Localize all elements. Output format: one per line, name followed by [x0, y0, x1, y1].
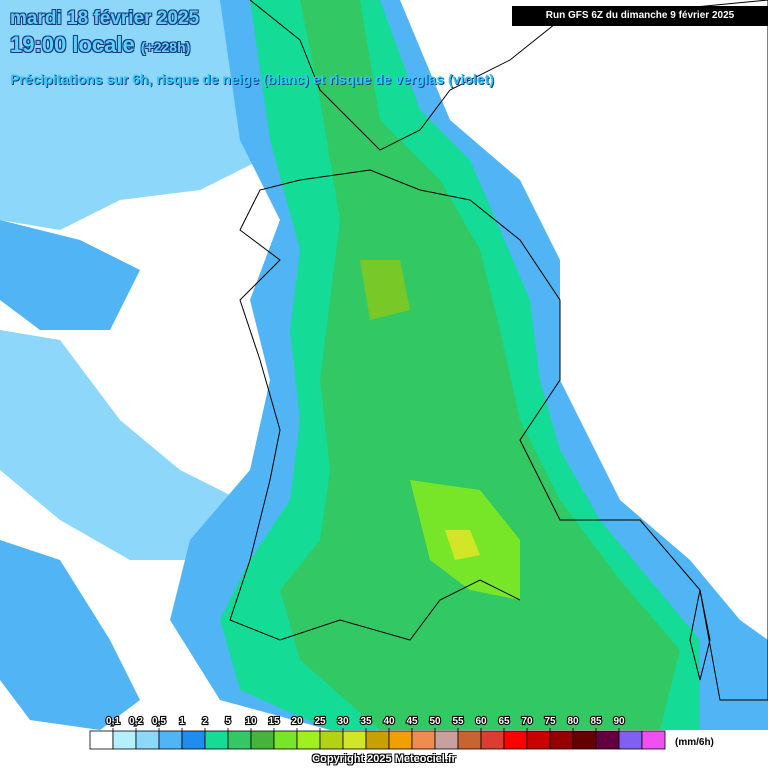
precip-area	[0, 0, 260, 230]
copyright: Copyright 2025 Meteociel.fr	[312, 753, 456, 765]
coastline	[689, 589, 711, 681]
local-time: 19:00 locale	[10, 32, 135, 57]
precip-area	[0, 220, 140, 330]
coastline	[229, 0, 768, 701]
forecast-time: 19:00 locale (+228h)	[10, 32, 190, 58]
lead-time: (+228h)	[140, 39, 191, 55]
precip-area	[0, 330, 240, 560]
forecast-date: mardi 18 février 2025	[10, 8, 200, 29]
run-info: Run GFS 6Z du dimanche 9 février 2025	[512, 6, 768, 26]
precip-area	[280, 0, 680, 730]
map-description: Précipitations sur 6h, risque de neige (…	[10, 71, 494, 87]
precip-area	[360, 260, 410, 320]
precip-area	[0, 540, 140, 730]
precip-area	[445, 530, 480, 560]
